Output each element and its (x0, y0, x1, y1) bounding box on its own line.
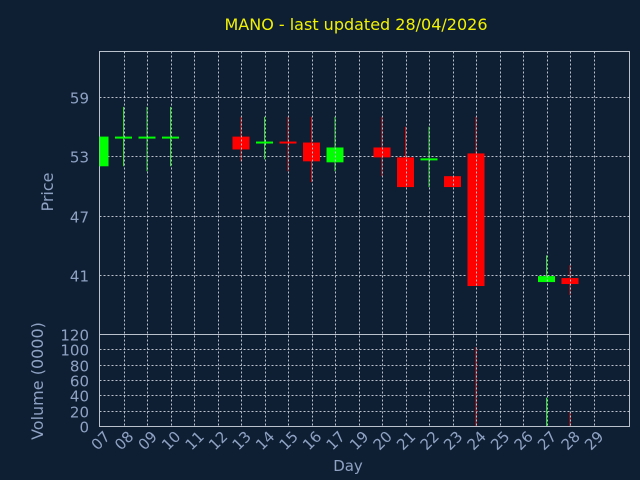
candle-body (232, 136, 250, 150)
price-gridlines (99, 97, 630, 276)
volume-bar-28 (569, 412, 571, 426)
candle-body (162, 136, 179, 139)
candle-body (303, 142, 320, 162)
x-tick-label: 19 (346, 428, 372, 454)
price-y-tick-label: 59 (70, 90, 89, 108)
candle-07 (99, 136, 109, 167)
x-tick-label: 28 (558, 428, 584, 454)
candle-body (99, 136, 109, 167)
x-tick-label: 08 (111, 428, 137, 454)
candle-13 (232, 116, 250, 162)
volume-bars (475, 347, 571, 426)
volume-y-tick-label: 120 (60, 327, 89, 345)
x-tick-label: 24 (464, 428, 490, 454)
candle-21 (397, 126, 414, 188)
volume-y-tick-label: 40 (70, 388, 89, 406)
candle-body (256, 141, 273, 144)
x-tick-label: 26 (511, 428, 537, 454)
x-tick-label: 17 (323, 428, 349, 454)
candle-27 (538, 255, 555, 283)
x-tick-label: 09 (135, 428, 161, 454)
x-tick-label: 10 (158, 428, 184, 454)
volume-gridlines (99, 349, 630, 427)
volume-bar-27 (546, 397, 548, 426)
candle-14 (256, 116, 273, 160)
x-tick-label: 16 (299, 428, 325, 454)
x-tick-label: 27 (534, 428, 560, 454)
candle-23 (444, 176, 461, 188)
x-tick-label: 20 (370, 428, 396, 454)
volume-y-tick-label: 0 (79, 419, 89, 437)
volume-y-tick-label: 60 (70, 373, 89, 391)
price-panel-frame (99, 51, 630, 335)
candle-body (538, 276, 555, 283)
x-tick-label: 29 (581, 428, 607, 454)
candle-body (420, 158, 438, 161)
candle-body (444, 176, 461, 188)
x-tick-label: 23 (440, 428, 466, 454)
x-tick-label: 14 (252, 428, 278, 454)
chart-title: MANO - last updated 28/04/2026 (224, 15, 487, 34)
candle-body (138, 136, 156, 139)
x-gridlines (124, 51, 595, 427)
volume-axis-label: Volume (0000) (28, 322, 47, 440)
volume-y-tick-label: 100 (60, 342, 89, 360)
candle-body (279, 141, 297, 144)
price-y-tick-labels: 41 47 53 59 (70, 90, 89, 286)
price-y-tick-label: 53 (70, 149, 89, 167)
price-y-tick-label: 47 (70, 209, 89, 227)
candle-16 (303, 116, 320, 183)
price-axis-label: Price (38, 172, 57, 211)
x-tick-label: 11 (182, 428, 208, 454)
x-tick-label: 22 (417, 428, 443, 454)
price-y-tick-label: 41 (70, 268, 89, 286)
candle-body (326, 147, 344, 163)
x-tick-label: 07 (88, 428, 114, 454)
x-axis-label: Day (333, 457, 363, 475)
candle-08 (115, 106, 132, 167)
candle-10 (162, 106, 179, 167)
volume-bar-24 (475, 347, 477, 426)
x-tick-label: 21 (393, 428, 419, 454)
x-tick-labels: 0708091011121314151617192021222324252627… (88, 428, 608, 454)
x-tick-label: 15 (276, 428, 302, 454)
candle-body (115, 136, 132, 139)
x-tick-label: 12 (205, 428, 231, 454)
x-tick-label: 13 (229, 428, 255, 454)
candle-body (397, 157, 414, 188)
volume-y-tick-label: 20 (70, 404, 89, 422)
price-panel: 41 47 53 59 Price (38, 51, 630, 335)
candle-20 (373, 116, 391, 177)
x-tick-label: 25 (487, 428, 513, 454)
volume-y-tick-label: 80 (70, 358, 89, 376)
